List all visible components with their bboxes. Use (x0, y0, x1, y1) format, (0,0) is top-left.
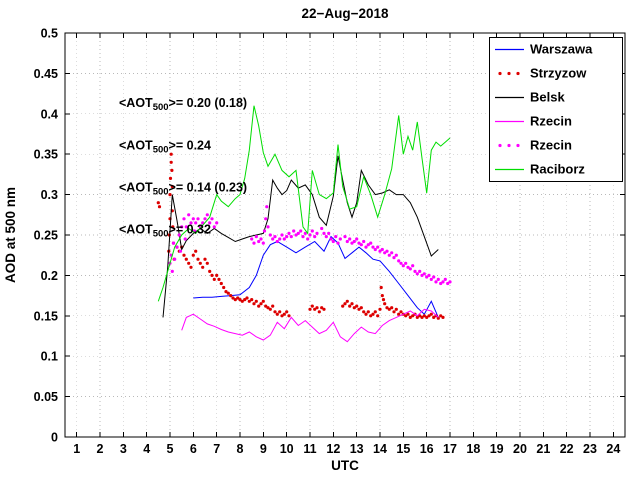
y-tick-label: 0.05 (34, 390, 58, 404)
x-tick-label: 24 (606, 442, 620, 456)
y-tick-label: 0.2 (41, 269, 58, 283)
annotation-strzyzow-mean: <AOT500>= 0.20 (0.18) (119, 96, 247, 113)
x-tick-label: 10 (280, 442, 294, 456)
x-tick-label: 11 (303, 442, 316, 456)
x-tick-label: 4 (143, 442, 150, 456)
legend-sample-strzyzow (516, 71, 520, 76)
legend-sample-rzecin-dots (498, 143, 502, 148)
series-rzecin-line (181, 308, 439, 343)
y-tick-label: 0.45 (34, 67, 58, 81)
legend-sample-strzyzow (498, 71, 502, 76)
x-tick-label: 22 (560, 442, 574, 456)
x-tick-label: 8 (237, 442, 244, 456)
legend-sample-rzecin-dots (516, 143, 520, 148)
y-tick-label: 0.35 (34, 148, 58, 162)
y-tick-label: 0.4 (41, 107, 58, 121)
x-tick-label: 13 (350, 442, 364, 456)
x-tick-label: 12 (326, 442, 340, 456)
annotation-rzecin-mean: <AOT500>= 0.14 (0.23) (119, 181, 247, 198)
x-tick-label: 21 (536, 442, 550, 456)
legend-label-strzyzow: Strzyzow (530, 66, 587, 81)
annotation-belsk-mean: <AOT500>= 0.24 (119, 139, 211, 156)
chart-title: 22−Aug−2018 (301, 6, 389, 21)
x-tick-label: 1 (73, 442, 80, 456)
legend-sample-rzecin-dots (507, 143, 511, 148)
legend: Warszawa Strzyzow Belsk Rzecin Rzecin Ra… (489, 37, 623, 182)
annotation-raciborz-mean: <AOT500>= 0.32 (119, 223, 211, 240)
x-tick-label: 14 (373, 442, 387, 456)
x-tick-label: 5 (167, 442, 174, 456)
x-tick-label: 2 (97, 442, 104, 456)
y-tick-label: 0.15 (34, 309, 58, 323)
legend-sample-strzyzow (507, 71, 511, 76)
x-tick-label: 16 (420, 442, 434, 456)
y-tick-label: 0.5 (41, 27, 58, 41)
y-axis-label: AOD at 500 nm (3, 187, 18, 283)
x-tick-label: 15 (396, 442, 410, 456)
x-tick-label: 20 (513, 442, 527, 456)
y-tick-label: 0.3 (41, 188, 58, 202)
legend-label-belsk: Belsk (530, 90, 565, 105)
plot-area: 1 2 3 4 5 6 7 8 9 10 11 12 13 14 15 16 17 18 19 20 21 22 23 240… (34, 27, 626, 456)
x-tick-label: 3 (120, 442, 127, 456)
series-warszawa (193, 235, 439, 318)
series-rzecin-dots (168, 205, 452, 286)
legend-label-raciborz: Raciborz (530, 162, 585, 177)
x-tick-label: 9 (260, 442, 267, 456)
legend-label-rzecin-dots: Rzecin (530, 138, 572, 153)
series-raciborz (157, 105, 451, 302)
y-tick-label: 0.25 (34, 229, 58, 243)
legend-label-rzecin-line: Rzecin (530, 114, 572, 129)
y-tick-label: 0 (51, 431, 58, 445)
y-tick-label: 0.1 (41, 350, 58, 364)
legend-samples (495, 48, 524, 171)
x-tick-label: 6 (190, 442, 197, 456)
x-tick-label: 7 (213, 442, 220, 456)
x-tick-label: 18 (466, 442, 480, 456)
x-tick-label: 23 (583, 442, 597, 456)
x-tick-label: 19 (490, 442, 504, 456)
legend-label-warszawa: Warszawa (530, 42, 593, 57)
x-axis-label: UTC (331, 458, 359, 473)
x-tick-label: 17 (443, 442, 457, 456)
legend-box (489, 37, 623, 182)
